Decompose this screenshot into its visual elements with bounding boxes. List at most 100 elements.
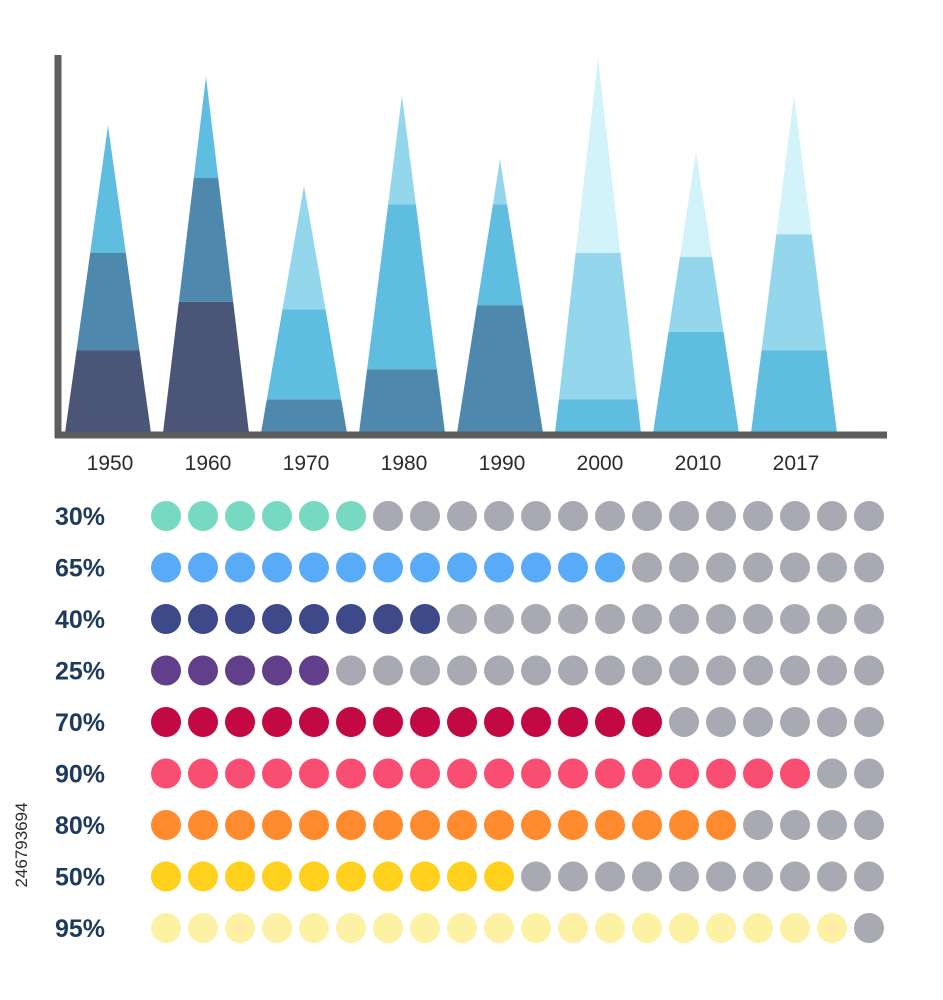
bar-1950-segment-1 — [65, 350, 151, 433]
dot-filled — [558, 758, 588, 789]
dot-filled — [743, 913, 773, 943]
dot-empty — [706, 604, 736, 634]
dot-filled — [225, 604, 255, 634]
dot-filled — [225, 501, 255, 531]
dot-empty — [854, 655, 884, 686]
dot-empty — [669, 655, 699, 686]
x-tick-label: 1970 — [283, 452, 330, 475]
dot-filled — [447, 861, 477, 892]
x-tick-labels: 1950 1960 1970 1980 1990 2000 2010 2017 — [87, 452, 820, 475]
dot-filled — [188, 913, 218, 943]
row-percent-label: 95% — [55, 915, 105, 943]
dot-empty — [669, 861, 699, 892]
dot-empty — [632, 604, 662, 634]
dot-empty — [336, 655, 366, 686]
dot-empty — [743, 552, 773, 583]
dot-filled — [262, 501, 292, 531]
dot-progress-chart: 30% 65% 40% 25% 70% 90% 80% 50% 95% — [55, 501, 884, 943]
dot-filled — [262, 758, 292, 789]
dot-filled — [595, 758, 625, 789]
dot-filled — [151, 552, 181, 583]
x-tick-label: 1980 — [381, 452, 428, 475]
bar-1990-segment-2 — [477, 204, 523, 306]
dot-filled — [743, 758, 773, 789]
bar-2017-segment-2 — [761, 234, 827, 351]
dot-filled — [484, 707, 514, 737]
dot-filled — [484, 810, 514, 840]
dot-filled — [262, 707, 292, 737]
side-id-text: 246793694 — [12, 802, 31, 887]
dot-filled — [299, 758, 329, 789]
dot-filled — [410, 758, 440, 789]
dot-empty — [854, 552, 884, 583]
dot-filled — [336, 604, 366, 634]
dot-empty — [447, 655, 477, 686]
dot-filled — [262, 861, 292, 892]
dot-filled — [373, 810, 403, 840]
dot-empty — [595, 604, 625, 634]
dot-empty — [447, 604, 477, 634]
dot-filled — [373, 758, 403, 789]
dot-filled — [484, 758, 514, 789]
bar-1970-segment-3 — [282, 185, 326, 310]
dot-filled — [595, 913, 625, 943]
bar-2010-segment-2 — [668, 256, 724, 332]
dot-filled — [151, 501, 181, 531]
x-tick-label: 2010 — [675, 452, 722, 475]
dot-empty — [817, 810, 847, 840]
dot-empty — [854, 758, 884, 789]
dot-filled — [188, 501, 218, 531]
dot-empty — [632, 501, 662, 531]
bar-1950-segment-2 — [76, 253, 140, 351]
dot-filled — [373, 552, 403, 583]
dot-filled — [373, 913, 403, 943]
bar-2017-segment-3 — [776, 95, 812, 235]
dot-filled — [558, 913, 588, 943]
dot-filled — [780, 913, 810, 943]
dot-filled — [188, 604, 218, 634]
dot-filled — [706, 758, 736, 789]
dot-filled — [188, 552, 218, 583]
dot-empty — [743, 604, 773, 634]
dot-empty — [817, 604, 847, 634]
dot-filled — [151, 655, 181, 686]
bar-1990-segment-1 — [457, 305, 543, 433]
dot-empty — [595, 861, 625, 892]
dot-filled — [632, 758, 662, 789]
dot-filled — [336, 707, 366, 737]
dot-filled — [299, 810, 329, 840]
dot-filled — [632, 913, 662, 943]
dot-filled — [373, 861, 403, 892]
dot-empty — [558, 604, 588, 634]
dot-empty — [854, 604, 884, 634]
bar-2010-segment-3 — [679, 151, 713, 257]
dot-empty — [743, 707, 773, 737]
dot-empty — [743, 501, 773, 531]
bar-2017-segment-1 — [751, 350, 837, 433]
dot-empty — [743, 810, 773, 840]
dot-filled — [521, 810, 551, 840]
dot-filled — [410, 604, 440, 634]
dot-filled — [151, 810, 181, 840]
dot-filled — [595, 552, 625, 583]
dot-empty — [669, 501, 699, 531]
dot-filled — [299, 861, 329, 892]
dot-filled — [188, 810, 218, 840]
dot-empty — [743, 861, 773, 892]
x-tick-label: 1990 — [479, 452, 526, 475]
dot-filled — [521, 552, 551, 583]
dot-filled — [410, 913, 440, 943]
bar-1960-segment-2 — [178, 178, 234, 302]
dot-empty — [669, 707, 699, 737]
dot-empty — [817, 501, 847, 531]
dot-filled — [299, 655, 329, 686]
bar-1990-segment-3 — [492, 159, 508, 205]
dot-empty — [558, 655, 588, 686]
dot-empty — [817, 758, 847, 789]
bar-1970-segment-1 — [261, 399, 347, 433]
dot-empty — [780, 861, 810, 892]
bar-1980-segment-1 — [359, 369, 445, 433]
x-tick-label: 2017 — [773, 452, 820, 475]
dot-filled — [188, 707, 218, 737]
